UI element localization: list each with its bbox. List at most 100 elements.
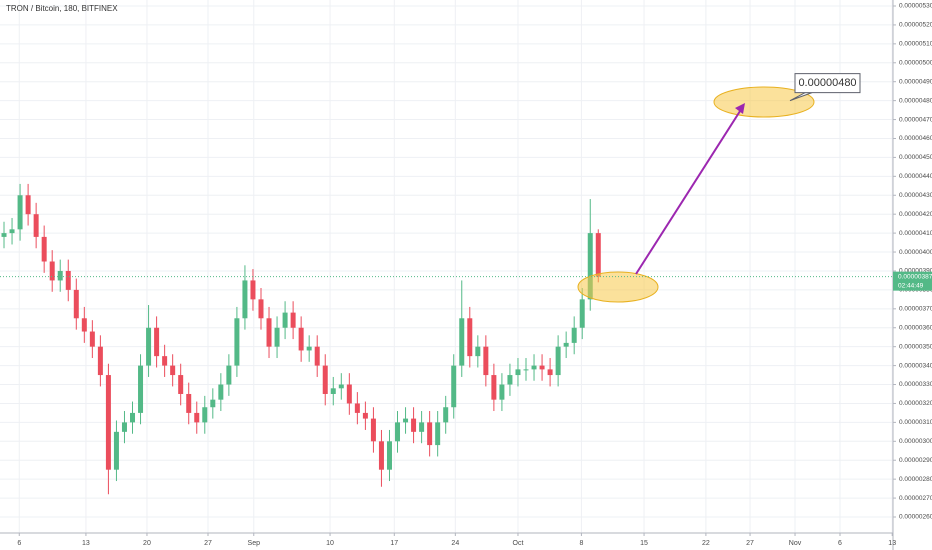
y-tick-label: 0.00000340 — [899, 362, 932, 369]
candle-body — [218, 384, 224, 400]
candle-body — [459, 318, 465, 366]
candle-body — [298, 327, 304, 351]
candle-body — [539, 365, 545, 370]
candle-body — [378, 441, 384, 470]
candle-body — [266, 318, 272, 347]
candle-body — [362, 412, 368, 419]
candle-body — [65, 270, 71, 290]
drawings — [577, 86, 815, 303]
x-tick-label: 27 — [204, 540, 212, 547]
y-tick-label: 0.00000520 — [899, 22, 932, 29]
candle-body — [17, 195, 23, 230]
candle-body — [555, 346, 561, 376]
candle-body — [41, 236, 47, 262]
last-price-box — [893, 271, 932, 291]
candle-body — [531, 365, 537, 370]
candle-body — [25, 195, 31, 215]
y-tick-label: 0.00000420 — [899, 211, 932, 218]
candle-body — [483, 346, 489, 376]
candle-body — [507, 375, 513, 385]
y-tick-label: 0.00000400 — [899, 249, 932, 256]
y-tick-label: 0.00000260 — [899, 514, 932, 521]
x-tick-label: 8 — [579, 540, 583, 547]
y-tick-label: 0.00000300 — [899, 438, 932, 445]
candle-body — [258, 299, 264, 319]
y-tick-label: 0.00000330 — [899, 381, 932, 388]
y-tick-label: 0.00000440 — [899, 173, 932, 180]
y-tick-label: 0.00000460 — [899, 135, 932, 142]
candle-body — [105, 375, 111, 470]
chart-title: TRON / Bitcoin, 180, BITFINEX — [6, 4, 118, 13]
candle-body — [138, 365, 144, 413]
candle-body — [242, 280, 248, 319]
x-tick-label: Sep — [248, 540, 261, 547]
candle-body — [170, 365, 176, 376]
candle-body — [282, 312, 288, 328]
candle-body — [427, 422, 433, 446]
x-tick-label: 10 — [326, 540, 334, 547]
callout-label: 0.00000480 — [798, 77, 856, 89]
candle-body — [178, 375, 184, 394]
candle-body — [73, 289, 79, 319]
candle-body — [338, 384, 344, 389]
x-tick-label: 6 — [17, 540, 21, 547]
x-tick-label: 27 — [746, 540, 754, 547]
y-tick-label: 0.00000530 — [899, 3, 932, 10]
candle-body — [467, 318, 473, 357]
candle-body — [354, 403, 360, 413]
x-tick-label: 13 — [888, 540, 896, 547]
candle-body — [523, 369, 529, 371]
candle-body — [250, 280, 256, 300]
candle-body — [435, 422, 441, 446]
arrow-head — [735, 103, 745, 114]
candle-body — [595, 233, 601, 277]
x-tick-label: 20 — [143, 540, 151, 547]
x-tick-label: 22 — [702, 540, 710, 547]
candle-body — [403, 418, 409, 423]
x-tick-label: 6 — [838, 540, 842, 547]
candle-body — [97, 346, 103, 376]
candle-body — [154, 327, 160, 357]
candle-body — [226, 365, 232, 385]
candle-body — [146, 327, 152, 366]
candle-body — [579, 299, 585, 328]
y-tick-label: 0.00000390 — [899, 268, 932, 275]
candle-body — [89, 331, 95, 347]
last-price-label: 0.00000387 — [898, 273, 932, 280]
y-tick-label: 0.00000490 — [899, 78, 932, 85]
candle-body — [451, 365, 457, 408]
y-tick-label: 0.00000410 — [899, 230, 932, 237]
candle-body — [130, 412, 136, 423]
y-tick-label: 0.00000320 — [899, 400, 932, 407]
candle-body — [395, 422, 401, 442]
candle-body — [274, 327, 280, 347]
x-tick-label: Oct — [513, 540, 524, 547]
current-ellipse — [577, 271, 659, 303]
candle-body — [419, 422, 425, 432]
candle-body — [491, 375, 497, 400]
y-tick-label: 0.00000290 — [899, 457, 932, 464]
candle-body — [121, 422, 127, 432]
x-tick-label: 13 — [82, 540, 90, 547]
candle-body — [57, 270, 63, 281]
y-tick-label: 0.00000280 — [899, 476, 932, 483]
y-tick-label: 0.00000470 — [899, 116, 932, 123]
candle-body — [475, 346, 481, 357]
candle-body — [563, 342, 569, 347]
y-tick-label: 0.00000270 — [899, 495, 932, 502]
candle-body — [346, 384, 352, 404]
candle-body — [322, 365, 328, 394]
y-tick-label: 0.00000430 — [899, 192, 932, 199]
x-tick-label: 24 — [451, 540, 459, 547]
candle-body — [386, 441, 392, 470]
candle-body — [411, 418, 417, 432]
y-tick-label: 0.00000480 — [899, 97, 932, 104]
y-tick-label: 0.00000500 — [899, 59, 932, 66]
y-tick-label: 0.00000370 — [899, 306, 932, 313]
countdown-label: 02:44:49 — [898, 282, 924, 289]
y-tick-label: 0.00000310 — [899, 419, 932, 426]
x-tick-label: Nov — [789, 540, 802, 547]
candle-body — [443, 407, 449, 423]
candle-body — [234, 318, 240, 366]
